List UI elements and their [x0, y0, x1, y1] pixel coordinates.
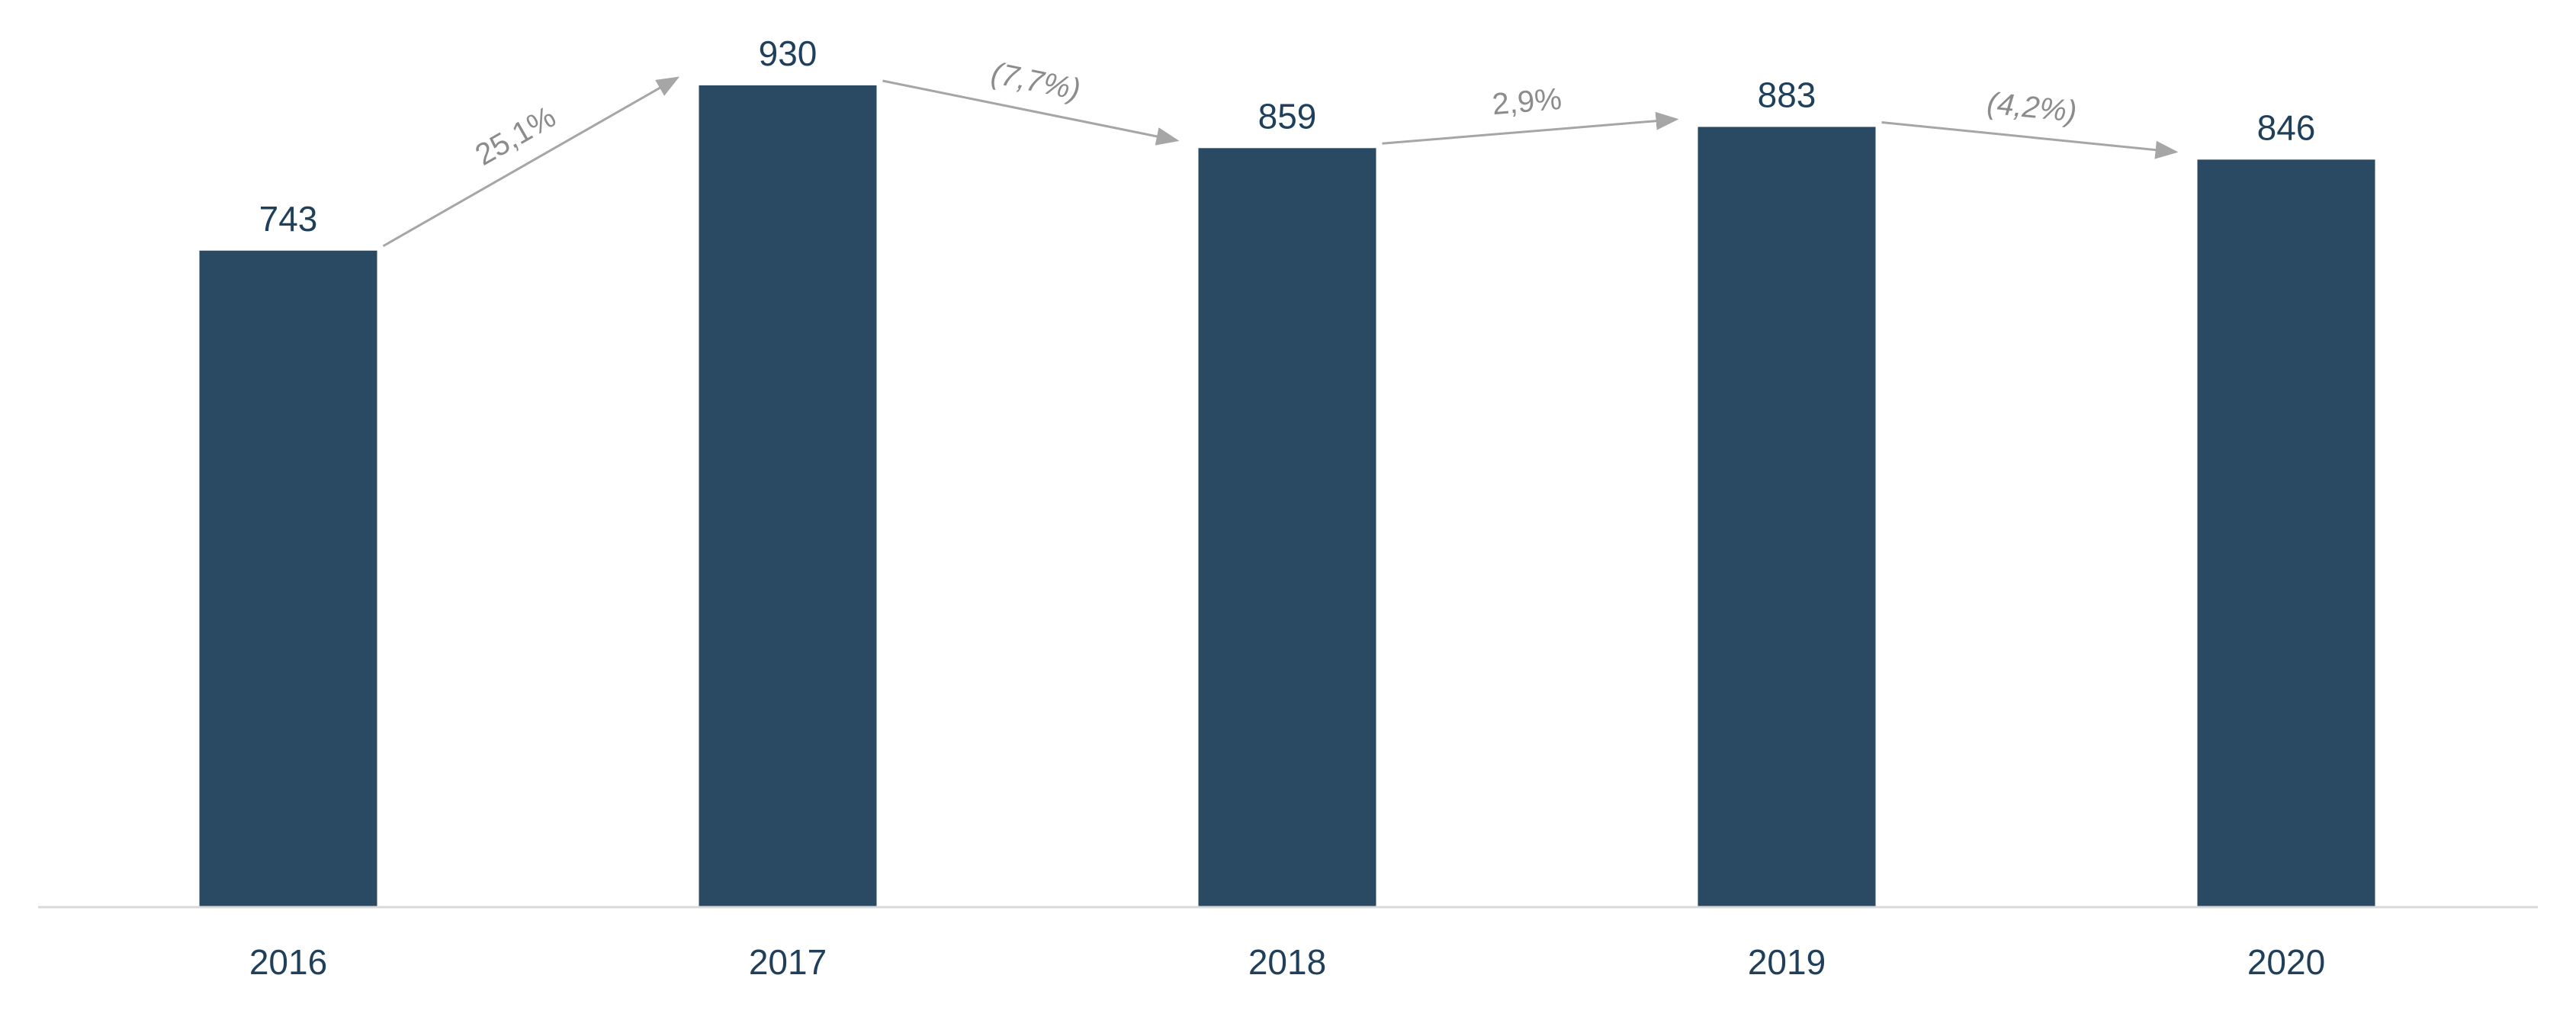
bar-2017 — [699, 85, 877, 907]
value-label-2019: 883 — [1758, 75, 1816, 114]
category-label-2019: 2019 — [1748, 942, 1826, 982]
value-label-2017: 930 — [759, 34, 817, 73]
growth-arrow-2016-2017 — [382, 76, 680, 248]
growth-arrow-2017-2018 — [882, 79, 1180, 146]
category-label-2017: 2017 — [749, 942, 827, 982]
bar-2016 — [199, 250, 377, 907]
value-label-2018: 859 — [1258, 96, 1317, 136]
value-label-2020: 846 — [2257, 107, 2316, 147]
category-label-2016: 2016 — [249, 942, 327, 982]
bar-2018 — [1198, 148, 1376, 907]
growth-label-2016-2017: 25,1% — [470, 100, 561, 172]
growth-label-2018-2019: 2,9% — [1491, 82, 1563, 121]
labels-layer: 743 2016 930 2017 859 2018 883 2019 846 2020 — [249, 34, 2325, 982]
category-label-2018: 2018 — [1248, 942, 1326, 982]
growth-arrow-2018-2019 — [1382, 111, 1679, 145]
bar-2020 — [2197, 159, 2375, 907]
bars-layer — [199, 85, 2375, 908]
growth-arrow-2019-2020 — [1881, 120, 2179, 159]
value-label-2016: 743 — [259, 199, 318, 239]
category-label-2020: 2020 — [2247, 942, 2325, 982]
growth-label-2019-2020: (4,2%) — [1986, 86, 2079, 129]
bar-2019 — [1698, 127, 1876, 908]
growth-label-2017-2018: (7,7%) — [988, 56, 1083, 107]
